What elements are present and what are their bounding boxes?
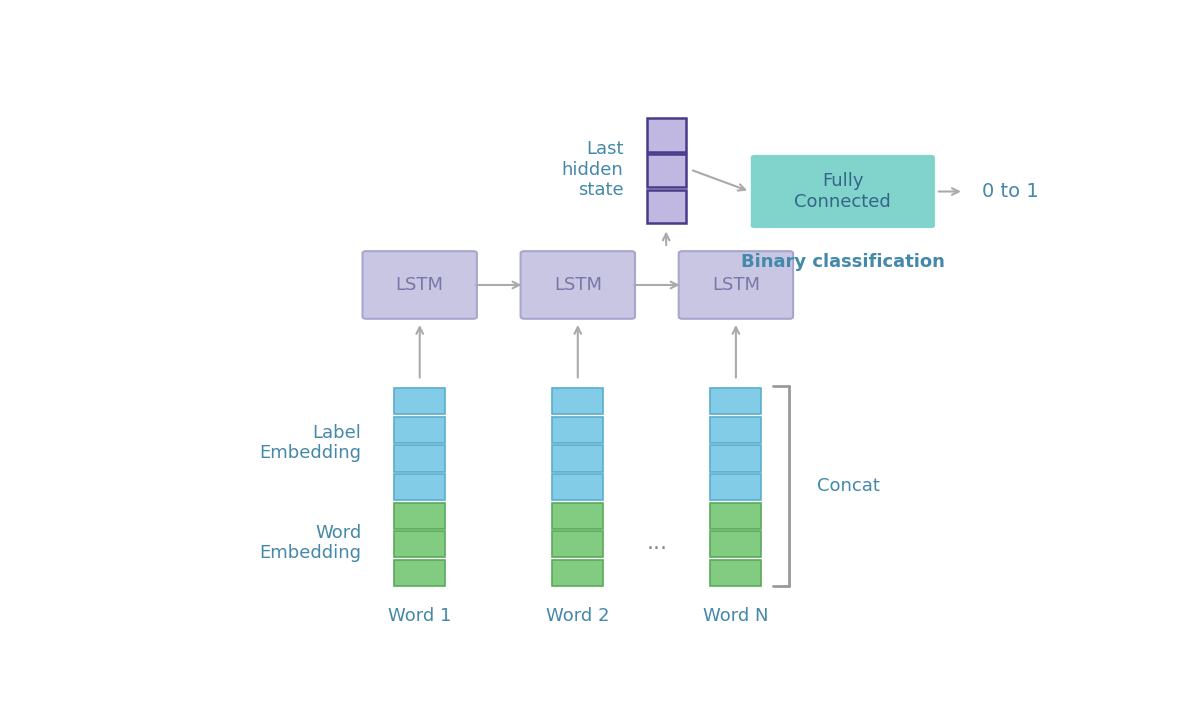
Text: Label
Embedding: Label Embedding [259,423,361,463]
Bar [552,417,604,443]
Bar [394,388,445,414]
Bar [710,503,762,529]
Text: Word 1: Word 1 [388,607,451,625]
Bar [394,417,445,443]
Bar [552,474,604,501]
Bar [710,474,762,501]
Text: Word 2: Word 2 [546,607,610,625]
Text: Word
Embedding: Word Embedding [259,523,361,563]
Bar [552,446,604,472]
Bar [710,417,762,443]
Bar [710,531,762,558]
Bar [394,474,445,501]
Text: ...: ... [647,533,667,553]
Bar [647,119,685,151]
Text: Fully
Connected: Fully Connected [794,172,892,211]
FancyBboxPatch shape [751,155,935,228]
Bar [710,446,762,472]
Bar [394,503,445,529]
Text: LSTM: LSTM [396,276,444,294]
Bar [710,560,762,586]
Bar [394,446,445,472]
Text: LSTM: LSTM [712,276,760,294]
FancyBboxPatch shape [679,251,793,318]
Bar [394,531,445,558]
Text: Word N: Word N [703,607,769,625]
Text: Concat: Concat [817,477,880,495]
Bar [552,560,604,586]
Bar [710,388,762,414]
Bar [647,190,685,223]
FancyBboxPatch shape [521,251,635,318]
Text: 0 to 1: 0 to 1 [983,182,1039,201]
Text: Binary classification: Binary classification [740,253,944,271]
Bar [647,154,685,187]
Text: Last
hidden
state: Last hidden state [562,140,623,199]
FancyBboxPatch shape [362,251,476,318]
Bar [552,388,604,414]
Bar [394,560,445,586]
Bar [552,503,604,529]
Text: LSTM: LSTM [553,276,601,294]
Bar [552,531,604,558]
